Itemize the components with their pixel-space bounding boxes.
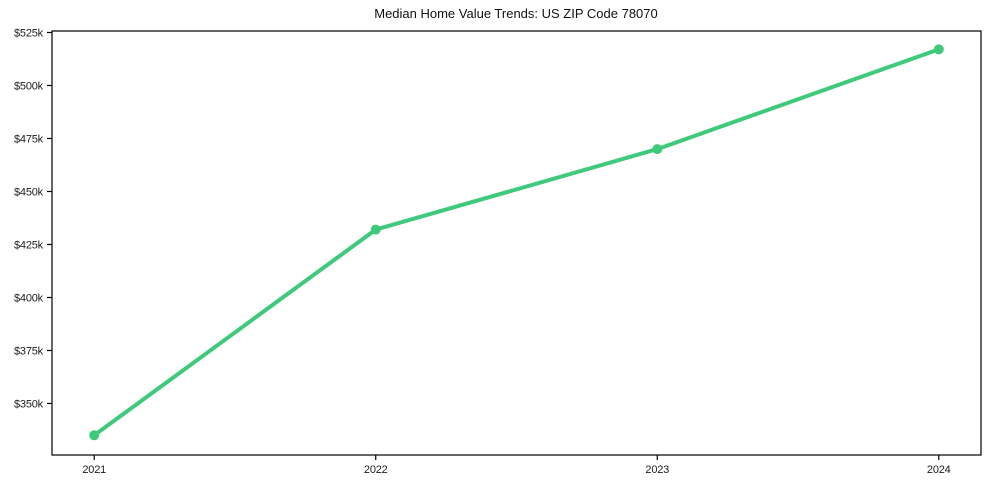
y-axis-tick-label: $375k bbox=[14, 345, 44, 357]
x-axis-tick-label: 2024 bbox=[927, 464, 951, 476]
data-point-marker bbox=[652, 144, 663, 155]
x-axis-tick-label: 2022 bbox=[364, 464, 388, 476]
x-axis-tick-label: 2023 bbox=[645, 464, 669, 476]
y-axis-tick-label: $450k bbox=[14, 186, 44, 198]
data-point-marker bbox=[933, 44, 944, 55]
y-axis-tick-label: $500k bbox=[14, 80, 44, 92]
data-point-marker bbox=[89, 430, 100, 441]
chart-title: Median Home Value Trends: US ZIP Code 78… bbox=[374, 6, 658, 21]
y-axis-tick-label: $475k bbox=[14, 133, 44, 145]
y-axis-tick-label: $425k bbox=[14, 239, 44, 251]
x-axis-tick-label: 2021 bbox=[82, 464, 106, 476]
plot-frame bbox=[51, 30, 982, 456]
trend-line bbox=[92, 47, 941, 438]
y-axis-tick-label: $525k bbox=[14, 27, 44, 39]
y-axis-tick-label: $400k bbox=[14, 292, 44, 304]
y-axis-tick-label: $350k bbox=[14, 398, 44, 410]
data-point-marker bbox=[370, 224, 381, 235]
